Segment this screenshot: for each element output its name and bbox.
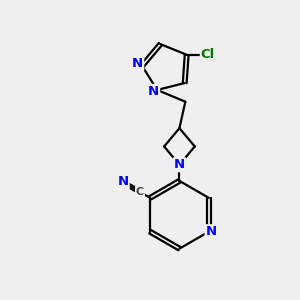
- Text: C: C: [136, 187, 144, 197]
- Text: Cl: Cl: [201, 48, 215, 61]
- Text: N: N: [148, 85, 159, 98]
- Text: N: N: [206, 225, 217, 238]
- Text: N: N: [132, 57, 143, 70]
- Text: N: N: [174, 158, 185, 171]
- Text: N: N: [118, 175, 129, 188]
